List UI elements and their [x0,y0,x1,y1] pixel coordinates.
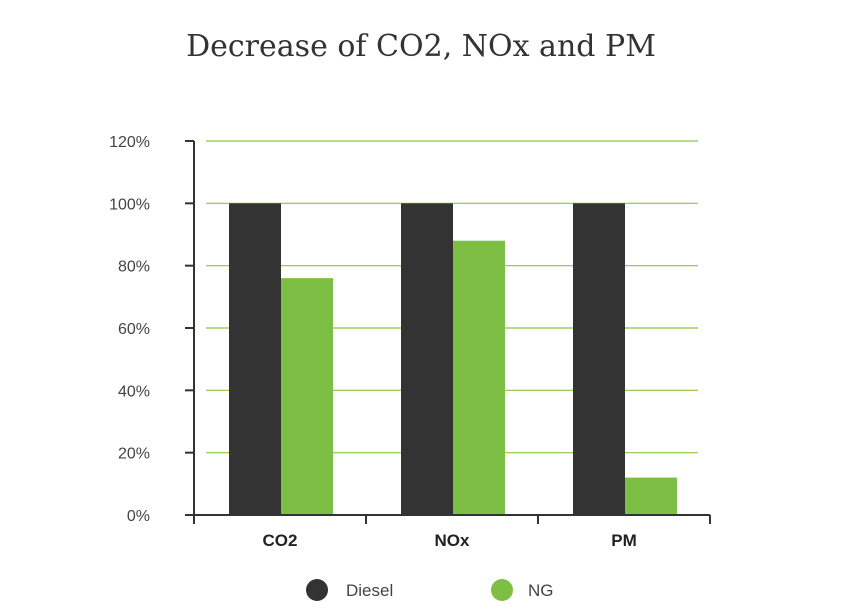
legend-label-diesel: Diesel [346,581,393,600]
bar-ng-pm [625,477,677,515]
y-tick-label: 60% [118,321,150,338]
x-category-label: PM [611,531,637,550]
bars [229,203,677,516]
bar-diesel-pm [573,203,625,516]
x-category-label: NOx [435,531,471,550]
bar-ng-co2 [281,278,333,515]
bar-ng-nox [453,240,505,515]
x-category-label: CO2 [263,531,298,550]
legend-label-ng: NG [528,581,554,600]
y-tick-label: 0% [127,508,150,525]
y-tick-label: 40% [118,383,150,400]
chart-title: Decrease of CO2, NOx and PM [186,29,656,64]
y-tick-label: 20% [118,446,150,463]
legend-swatch-ng [491,579,513,601]
legend: Diesel NG [306,579,554,601]
bar-diesel-nox [401,203,453,516]
y-tick-label: 120% [109,134,150,151]
y-tick-label: 100% [109,196,150,213]
bar-diesel-co2 [229,203,281,516]
axes: 0% 20% 40% 60% 80% 100% 120% CO2 NOx PM [109,134,711,550]
y-tick-label: 80% [118,259,150,276]
legend-swatch-diesel [306,579,328,601]
